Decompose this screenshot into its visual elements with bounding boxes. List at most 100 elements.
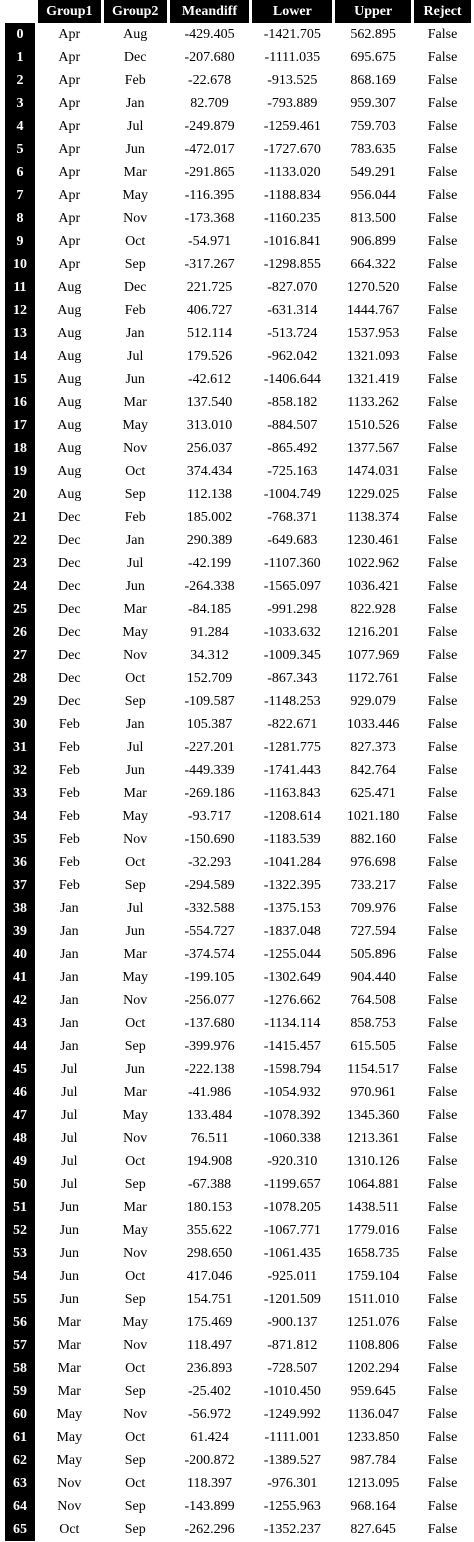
upper-cell: 1021.180 [346, 809, 400, 824]
group2-cell: Jun [125, 142, 145, 157]
reject-cell: False [427, 1039, 458, 1054]
table-row: 29 Dec Sep -109.587 -1148.253 929.079 False [5, 690, 471, 713]
upper-cell: 1310.126 [346, 1154, 400, 1169]
lower-cell: -1421.705 [263, 27, 321, 42]
lower-cell: -1208.614 [263, 809, 321, 824]
row-index: 58 [5, 1357, 35, 1380]
group2-cell: Nov [123, 211, 148, 226]
row-index: 20 [5, 483, 35, 506]
group1-cell: Aug [57, 464, 82, 479]
table-row: 4 Apr Jul -249.879 -1259.461 759.703 False [5, 115, 471, 138]
group2-cell: Sep [124, 1384, 146, 1399]
table-row: 27 Dec Nov 34.312 -1009.345 1077.969 False [5, 644, 471, 667]
lower-cell: -1163.843 [264, 786, 321, 801]
group2-cell: Mar [123, 786, 147, 801]
lower-cell: -871.812 [267, 1338, 318, 1353]
reject-cell: False [427, 211, 458, 226]
upper-cell: 505.896 [350, 947, 396, 962]
upper-cell: 976.698 [350, 855, 396, 870]
meandiff-cell: 179.526 [186, 349, 233, 364]
meandiff-cell: 82.709 [190, 96, 229, 111]
row-index: 17 [5, 414, 35, 437]
table-row: 56 Mar May 175.469 -900.137 1251.076 False [5, 1311, 471, 1334]
table-row: 24 Dec Jun -264.338 -1565.097 1036.421 False [5, 575, 471, 598]
reject-cell: False [427, 809, 458, 824]
row-index: 7 [5, 184, 35, 207]
row-index: 59 [5, 1380, 35, 1403]
lower-cell: -793.889 [267, 96, 318, 111]
lower-cell: -1160.235 [264, 211, 321, 226]
lower-cell: -1298.855 [263, 257, 321, 272]
reject-cell: False [427, 257, 458, 272]
lower-cell: -1009.345 [263, 648, 321, 663]
reject-cell: False [427, 786, 458, 801]
group1-cell: Apr [58, 119, 81, 134]
meandiff-cell: -199.105 [184, 970, 235, 985]
lower-cell: -725.163 [267, 464, 318, 479]
row-index: 57 [5, 1334, 35, 1357]
row-index: 34 [5, 805, 35, 828]
lower-cell: -1054.932 [263, 1085, 321, 1100]
lower-cell: -1111.035 [264, 50, 321, 65]
meandiff-cell: 61.424 [190, 1430, 229, 1445]
meandiff-cell: 374.434 [186, 464, 233, 479]
meandiff-cell: 112.138 [187, 487, 233, 502]
reject-cell: False [427, 441, 458, 456]
upper-cell: 1033.446 [346, 717, 400, 732]
upper-cell: 1154.517 [347, 1062, 400, 1077]
group2-cell: Jan [125, 96, 145, 111]
upper-cell: 822.928 [350, 602, 396, 617]
table-row: 19 Aug Oct 374.434 -725.163 1474.031 False [5, 460, 471, 483]
reject-cell: False [427, 1269, 458, 1284]
group2-cell: Nov [123, 441, 148, 456]
upper-cell: 1202.294 [346, 1361, 400, 1376]
meandiff-cell: 221.725 [186, 280, 233, 295]
reject-cell: False [427, 1453, 458, 1468]
meandiff-cell: -291.865 [184, 165, 235, 180]
reject-cell: False [427, 1062, 458, 1077]
upper-cell: 1537.953 [346, 326, 400, 341]
meandiff-cell: -200.872 [184, 1453, 235, 1468]
row-index: 0 [5, 23, 35, 46]
row-index: 23 [5, 552, 35, 575]
reject-cell: False [427, 395, 458, 410]
group2-cell: Mar [123, 947, 147, 962]
reject-cell: False [427, 533, 458, 548]
table-row: 11 Aug Dec 221.725 -827.070 1270.520 False [5, 276, 471, 299]
group1-cell: Feb [58, 855, 80, 870]
reject-cell: False [427, 326, 458, 341]
row-index: 24 [5, 575, 35, 598]
meandiff-cell: -56.972 [187, 1407, 232, 1422]
lower-cell: -1389.527 [263, 1453, 321, 1468]
column-header-group2: Group2 [103, 0, 167, 23]
upper-cell: 1759.104 [346, 1269, 400, 1284]
group2-cell: Sep [124, 1177, 146, 1192]
lower-cell: -1199.657 [264, 1177, 321, 1192]
upper-cell: 695.675 [350, 50, 396, 65]
meandiff-cell: -41.986 [187, 1085, 232, 1100]
table-row: 17 Aug May 313.010 -884.507 1510.526 False [5, 414, 471, 437]
group1-cell: Apr [58, 188, 81, 203]
reject-cell: False [427, 1476, 458, 1491]
column-header-group1: Group1 [37, 0, 101, 23]
table-row: 14 Aug Jul 179.526 -962.042 1321.093 False [5, 345, 471, 368]
row-index: 30 [5, 713, 35, 736]
reject-cell: False [427, 901, 458, 916]
reject-cell: False [427, 855, 458, 870]
row-index: 51 [5, 1196, 35, 1219]
upper-cell: 664.322 [350, 257, 396, 272]
reject-cell: False [427, 924, 458, 939]
row-index: 50 [5, 1173, 35, 1196]
group1-cell: Apr [58, 96, 81, 111]
meandiff-cell: -84.185 [187, 602, 232, 617]
table-row: 21 Dec Feb 185.002 -768.371 1138.374 False [5, 506, 471, 529]
meandiff-cell: -269.186 [184, 786, 235, 801]
row-index: 44 [5, 1035, 35, 1058]
meandiff-cell: 512.114 [187, 326, 233, 341]
meandiff-cell: 236.893 [186, 1361, 233, 1376]
group2-cell: Oct [125, 1269, 146, 1284]
reject-cell: False [427, 165, 458, 180]
group2-cell: May [122, 418, 149, 433]
group2-cell: Nov [123, 1246, 148, 1261]
group2-cell: Oct [125, 671, 146, 686]
